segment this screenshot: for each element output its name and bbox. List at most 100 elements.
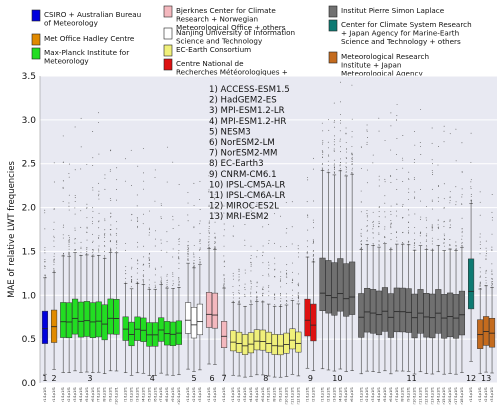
flier-point xyxy=(178,240,180,242)
flier-point xyxy=(92,249,94,251)
flier-point xyxy=(137,282,139,284)
flier-point xyxy=(396,154,397,156)
flier-point xyxy=(351,158,353,160)
x-tick-label: r4i1p1f1 xyxy=(79,387,83,402)
legend-item: Institut Pierre Simon Laplace xyxy=(328,5,445,18)
flier-point xyxy=(98,235,100,237)
flier-point xyxy=(238,276,240,278)
box xyxy=(411,293,418,339)
flier-point xyxy=(345,157,347,159)
flier-point xyxy=(172,248,174,250)
flier-point xyxy=(414,241,416,243)
flier-point xyxy=(68,236,70,238)
flier-point xyxy=(250,295,252,297)
flier-point xyxy=(44,260,46,262)
flier-point xyxy=(306,253,308,255)
flier-point xyxy=(402,167,404,169)
flier-point xyxy=(130,276,132,278)
flier-point xyxy=(346,148,347,150)
flier-point xyxy=(366,214,368,216)
flier-point xyxy=(178,284,180,286)
flier-point xyxy=(250,245,252,247)
flier-point xyxy=(340,113,341,115)
flier-point xyxy=(449,196,451,198)
flier-point xyxy=(256,297,258,298)
flier-point xyxy=(214,245,216,247)
box xyxy=(152,322,159,347)
flier-point xyxy=(414,226,416,228)
box-group xyxy=(468,132,475,362)
flier-point xyxy=(426,246,428,248)
flier-point xyxy=(413,232,415,234)
flier-point xyxy=(232,294,234,296)
flier-point xyxy=(351,145,353,147)
flier-point xyxy=(298,252,300,254)
flier-point xyxy=(199,239,201,241)
box xyxy=(95,301,102,338)
flier-point xyxy=(68,202,70,204)
flier-point xyxy=(74,207,76,209)
flier-point xyxy=(491,216,493,218)
flier-point xyxy=(339,138,341,140)
flier-point xyxy=(98,245,100,247)
flier-point xyxy=(178,238,180,240)
flier-point xyxy=(154,281,156,283)
flier-point xyxy=(44,265,46,267)
flier-point xyxy=(250,258,252,260)
flier-point xyxy=(408,171,410,173)
flier-point xyxy=(340,146,341,148)
group-number: 11 xyxy=(407,374,417,383)
flier-point xyxy=(402,204,404,205)
x-tick-label: r1i1p1f1 xyxy=(305,387,309,402)
flier-point xyxy=(408,230,410,232)
flier-point xyxy=(378,175,380,177)
flier-point xyxy=(485,258,487,260)
flier-point xyxy=(208,245,210,247)
flier-point xyxy=(154,286,156,288)
flier-point xyxy=(431,142,433,144)
flier-point xyxy=(110,249,111,251)
flier-point xyxy=(327,154,329,156)
flier-point xyxy=(80,168,82,170)
x-tick-label: r10i1p1f1 xyxy=(115,387,119,404)
flier-point xyxy=(485,282,487,284)
flier-point xyxy=(366,144,368,145)
flier-point xyxy=(402,135,404,136)
y-tick-label: 1.5 xyxy=(22,247,36,257)
flier-point xyxy=(431,240,433,242)
flier-point xyxy=(351,172,353,174)
y-tick-label: 0.0 xyxy=(22,379,37,389)
box xyxy=(259,329,266,351)
flier-point xyxy=(62,135,64,137)
flier-point xyxy=(53,209,55,210)
flier-point xyxy=(470,199,472,201)
legend-item: EC-Earth Consortium xyxy=(163,44,251,57)
box-group xyxy=(358,103,466,375)
legend-label: Max-Planck Institute for Meteorology xyxy=(44,48,129,66)
flier-point xyxy=(208,204,210,206)
flier-point xyxy=(479,286,481,287)
flier-point xyxy=(148,263,150,265)
x-tick-label: r17i1p1f1 xyxy=(454,387,458,404)
flier-point xyxy=(172,273,174,275)
flier-point xyxy=(149,232,150,234)
flier-point xyxy=(262,294,263,296)
flier-point xyxy=(125,270,126,272)
flier-point xyxy=(312,241,314,243)
box xyxy=(230,330,237,352)
flier-point xyxy=(232,278,234,280)
flier-point xyxy=(291,262,293,264)
flier-point xyxy=(193,204,195,206)
flier-point xyxy=(80,226,82,228)
flier-point xyxy=(470,193,472,195)
flier-point xyxy=(187,258,189,260)
x-tick-label: r4i1p1f1 xyxy=(338,387,342,402)
flier-point xyxy=(172,219,174,221)
flier-point xyxy=(154,200,156,202)
flier-point xyxy=(262,251,264,253)
flier-point xyxy=(74,126,76,128)
flier-point xyxy=(426,219,428,221)
flier-point xyxy=(307,177,308,178)
